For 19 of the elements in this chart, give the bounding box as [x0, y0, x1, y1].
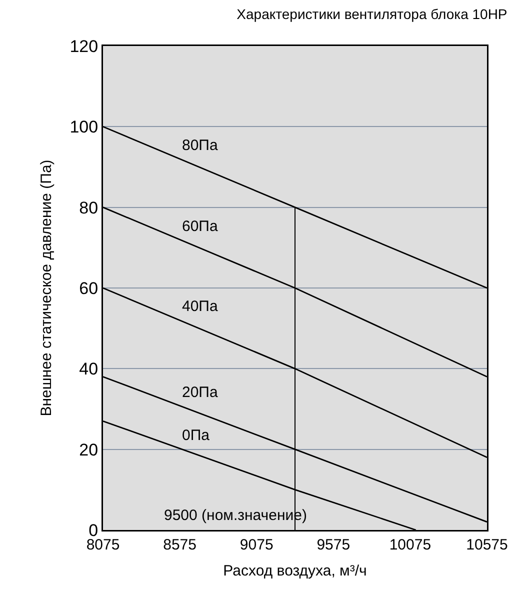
x-axis-title: Расход воздуха, м³/ч [223, 562, 367, 580]
series-label: 80Па [182, 137, 218, 154]
series-label: 60Па [182, 218, 218, 235]
chart-title: Характеристики вентилятора блока 10HP [236, 6, 508, 22]
x-tick-label: 10075 [389, 536, 432, 554]
y-tick-label: 80 [79, 198, 98, 218]
series-label: 40Па [182, 298, 218, 315]
x-tick-label: 8575 [163, 536, 196, 554]
series-label: 20Па [182, 384, 218, 401]
x-tick-label: 9075 [240, 536, 274, 554]
series-label: 0Па [182, 427, 210, 444]
y-tick-label: 60 [79, 278, 98, 298]
x-tick-label: 10575 [466, 536, 508, 554]
x-tick-label: 9575 [316, 536, 350, 554]
y-tick-label: 40 [79, 360, 98, 379]
y-tick-label: 100 [70, 118, 98, 137]
y-tick-label: 20 [79, 440, 98, 460]
y-axis-title: Внешнее статическое давление (Па) [38, 160, 56, 416]
y-tick-label: 120 [70, 36, 98, 56]
